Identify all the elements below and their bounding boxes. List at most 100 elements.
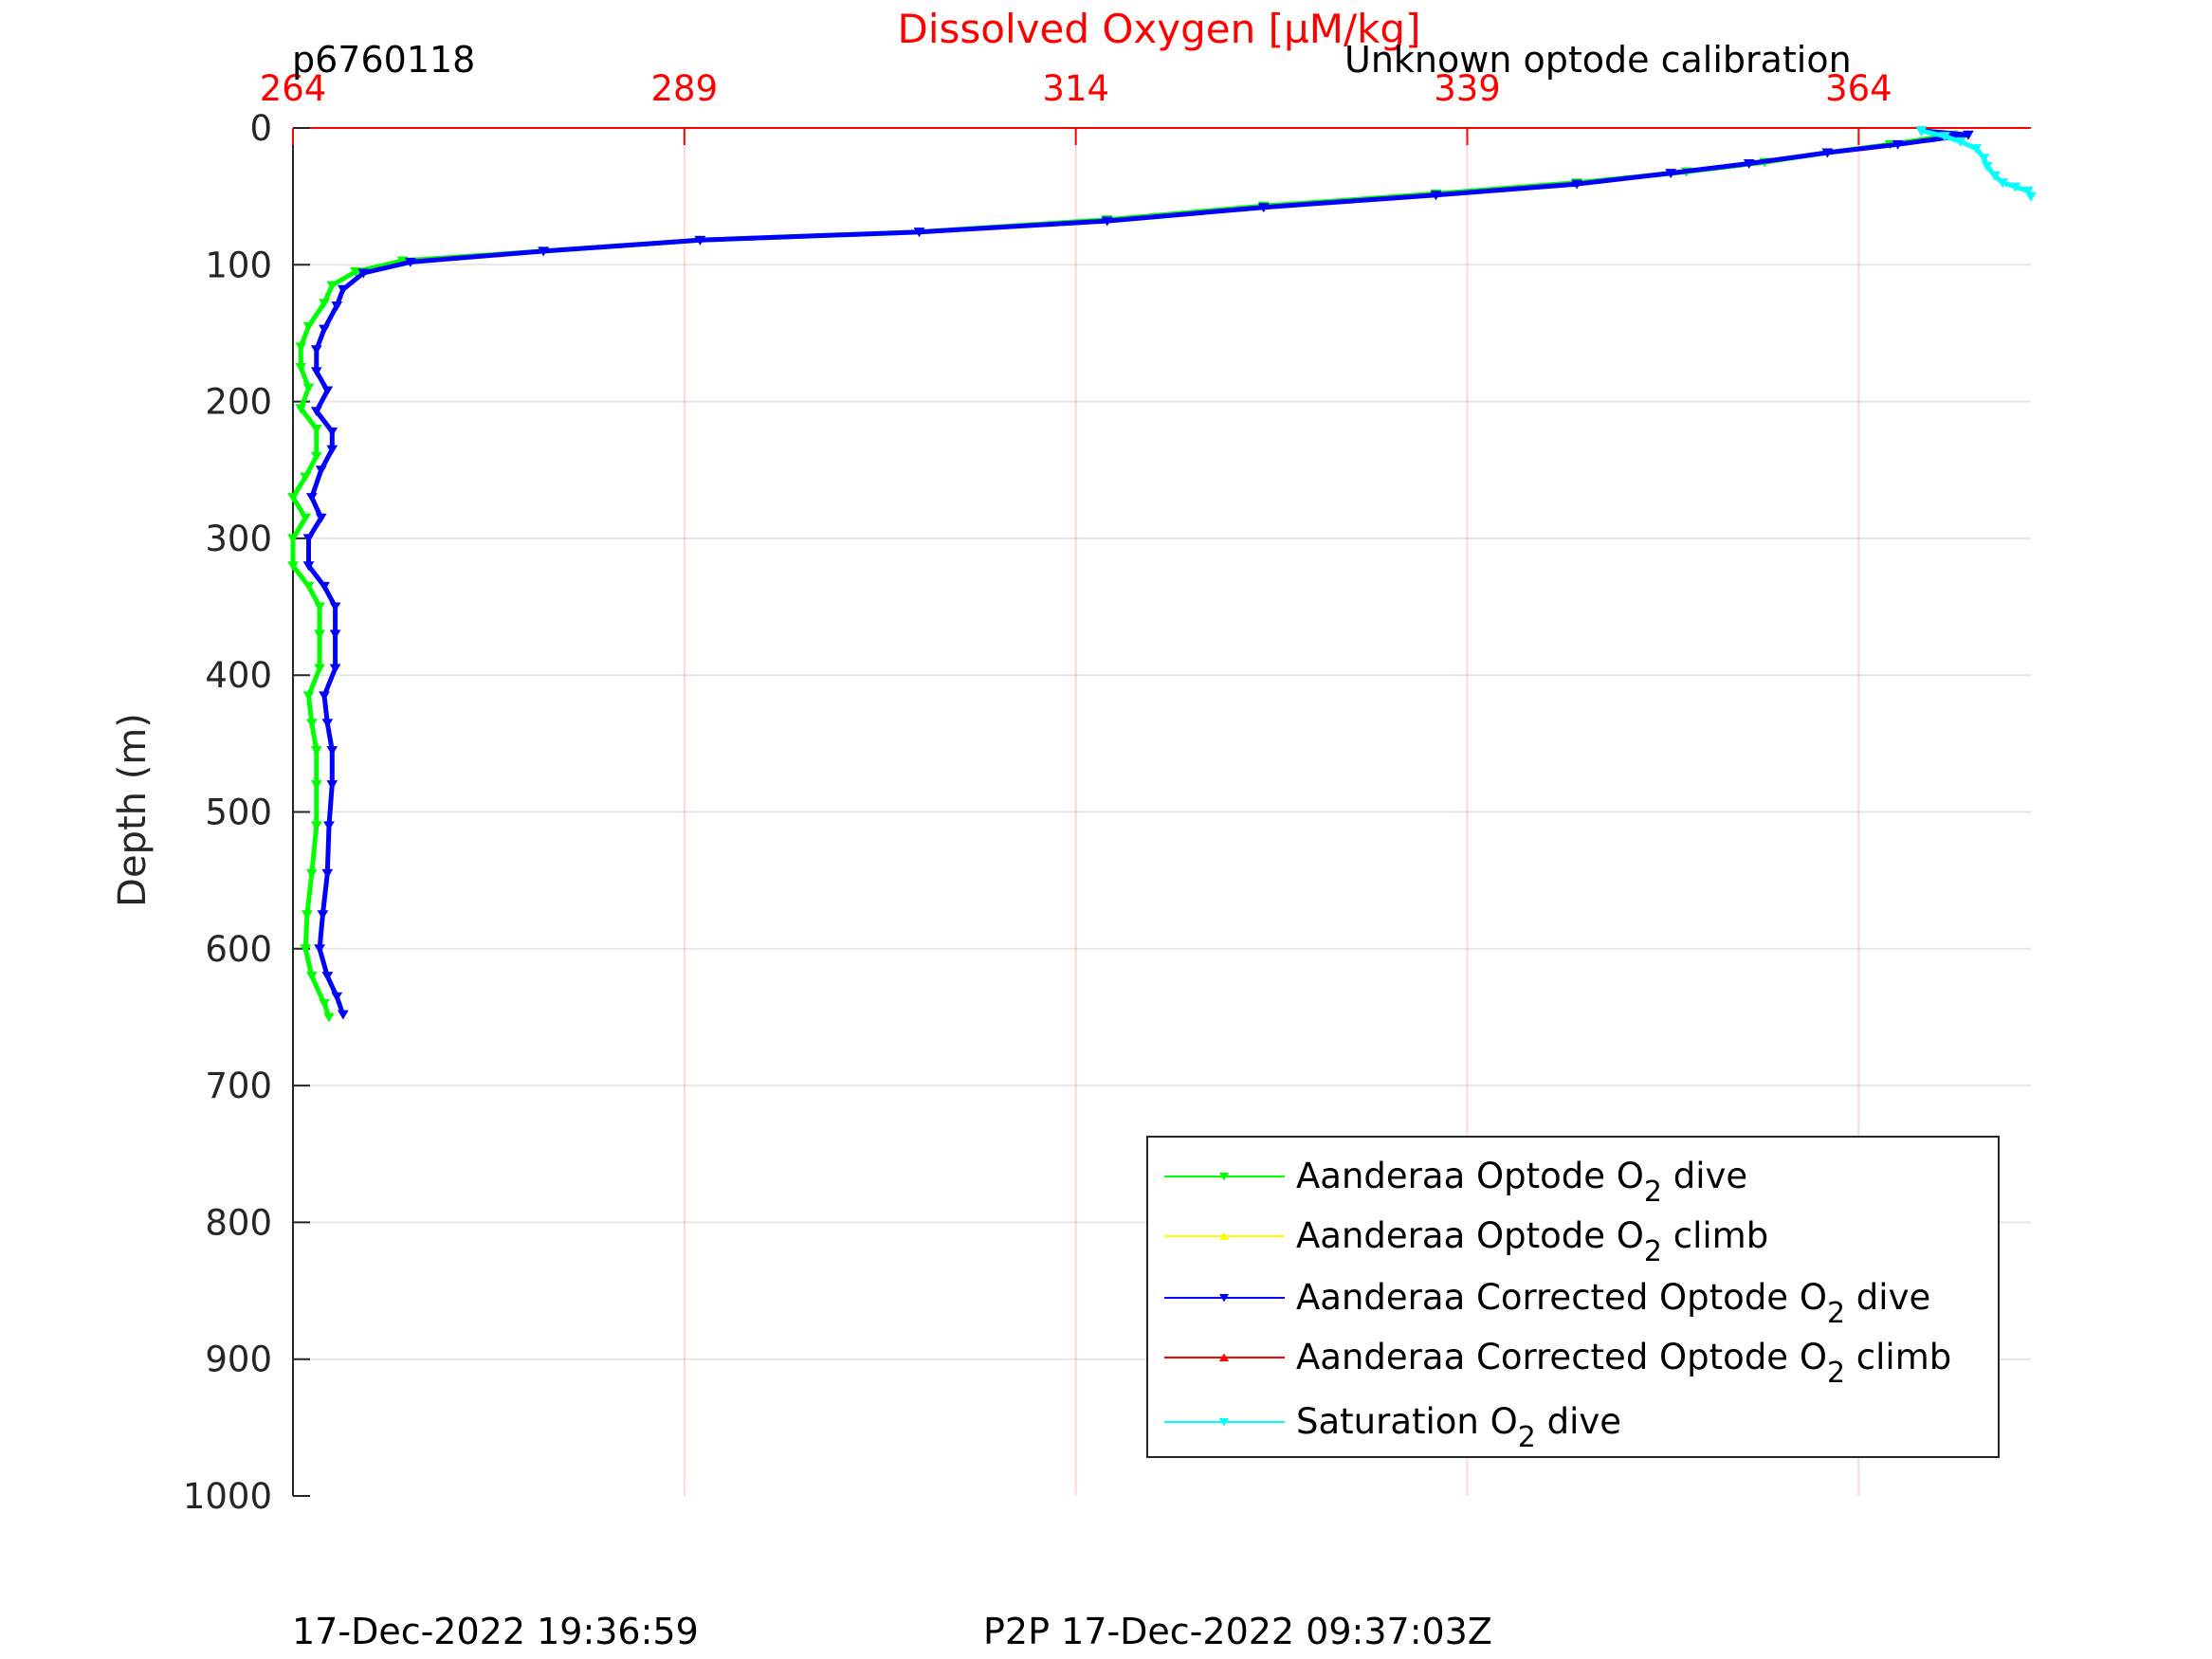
- axes-layer: 0 100 200 300 400 500 600 700 800 900 1000 264 289 31…: [183, 68, 2031, 1517]
- data-point: [321, 972, 334, 982]
- y-tick-label: 0: [249, 108, 272, 149]
- data-point: [295, 342, 307, 353]
- data-point: [321, 386, 334, 396]
- y-tick-label: 600: [205, 929, 272, 970]
- data-point: [2025, 191, 2037, 202]
- data-point: [1954, 137, 1966, 147]
- x-tick-label: 364: [1825, 68, 1892, 109]
- y-axis-title: Depth (m): [111, 713, 155, 907]
- legend-label: Aanderaa Corrected Optode O2 dive: [1296, 1277, 1930, 1330]
- series-2: [302, 126, 1974, 1020]
- data-point: [321, 719, 334, 729]
- series-4: [1915, 126, 2037, 202]
- y-tick-label: 500: [205, 793, 272, 833]
- y-tick-label: 700: [205, 1066, 272, 1106]
- data-point: [1915, 126, 1928, 137]
- data-point: [2021, 186, 2034, 196]
- data-point: [538, 246, 550, 257]
- legend-label: Aanderaa Optode O2 climb: [1296, 1215, 1768, 1268]
- data-point: [305, 493, 318, 503]
- data-point: [300, 472, 312, 483]
- data-point: [337, 1010, 349, 1020]
- data-point: [305, 868, 318, 879]
- data-point: [1939, 132, 1951, 142]
- data-point: [337, 284, 349, 295]
- x-tick-label: 264: [260, 68, 327, 109]
- data-point: [300, 513, 312, 523]
- data-point: [302, 534, 315, 544]
- data-point: [314, 664, 325, 674]
- legend-swatch-marker: [1219, 1231, 1229, 1240]
- data-point: [302, 561, 315, 572]
- x-tick-label: 289: [651, 68, 719, 109]
- data-point: [310, 407, 322, 417]
- data-point: [357, 268, 370, 279]
- data-point: [323, 1012, 335, 1023]
- data-point: [317, 910, 329, 921]
- data-point: [310, 780, 322, 791]
- data-point: [319, 299, 330, 309]
- y-tick-label: 200: [205, 382, 272, 423]
- timestamp-label: 17-Dec-2022 19:36:59: [292, 1611, 699, 1652]
- series-line: [306, 128, 1971, 1015]
- p2p-label: P2P 17-Dec-2022 09:37:03Z: [983, 1611, 1492, 1652]
- data-point: [694, 235, 706, 246]
- data-point: [310, 424, 322, 434]
- data-point: [331, 992, 343, 1002]
- data-point: [1978, 154, 1990, 164]
- data-point: [326, 427, 338, 437]
- data-point: [315, 513, 327, 523]
- data-point: [329, 664, 341, 674]
- x-tick-label: 314: [1042, 68, 1109, 109]
- series-layer: [287, 126, 2037, 1023]
- legend-box: [1146, 1136, 2000, 1458]
- data-point: [295, 404, 307, 414]
- data-point: [1257, 203, 1270, 213]
- data-point: [305, 719, 318, 729]
- data-point: [329, 629, 341, 640]
- data-point: [305, 972, 318, 982]
- data-point: [310, 345, 322, 356]
- data-point: [1430, 191, 1442, 201]
- legend-label: Saturation O2 dive: [1296, 1401, 1621, 1454]
- data-point: [1665, 169, 1677, 179]
- data-point: [319, 691, 330, 702]
- x-axis-title: Dissolved Oxygen [µM/kg]: [898, 6, 1421, 52]
- y-tick-label: 1000: [183, 1476, 272, 1517]
- data-point: [287, 561, 299, 572]
- legend-swatch-marker: [1219, 1173, 1229, 1181]
- x-tick-label: 339: [1434, 68, 1501, 109]
- legend-swatch-marker: [1219, 1418, 1229, 1427]
- data-point: [326, 281, 338, 291]
- data-point: [404, 257, 416, 267]
- glider-id-label: p6760118: [292, 39, 475, 81]
- data-point: [302, 321, 315, 332]
- y-tick-label: 900: [205, 1340, 272, 1380]
- data-point: [301, 910, 313, 921]
- data-point: [310, 451, 322, 462]
- grid-layer: [293, 128, 2031, 1496]
- data-point: [326, 746, 338, 757]
- data-point: [300, 944, 312, 955]
- data-point: [323, 821, 335, 831]
- y-tick-label: 800: [205, 1202, 272, 1243]
- data-point: [350, 267, 361, 278]
- calibration-note: Unknown optode calibration: [1344, 39, 1852, 81]
- data-point: [310, 746, 322, 757]
- data-point: [302, 383, 315, 393]
- legend-swatch-marker: [1219, 1353, 1229, 1361]
- data-point: [321, 868, 334, 879]
- data-point: [1981, 161, 1993, 172]
- data-point: [1989, 172, 2001, 181]
- data-point: [315, 465, 327, 476]
- data-point: [314, 602, 325, 612]
- legend-swatch-marker: [1219, 1294, 1229, 1303]
- data-point: [1970, 144, 1983, 155]
- data-point: [310, 821, 322, 831]
- legend-label: Aanderaa Corrected Optode O2 climb: [1296, 1337, 1951, 1390]
- y-tick-label: 100: [205, 245, 272, 285]
- legend-label: Aanderaa Optode O2 dive: [1296, 1156, 1747, 1209]
- y-tick-label: 300: [205, 519, 272, 559]
- data-point: [1743, 159, 1755, 170]
- legend: Aanderaa Optode O2 dive Aanderaa Optode O…: [1146, 1136, 2000, 1458]
